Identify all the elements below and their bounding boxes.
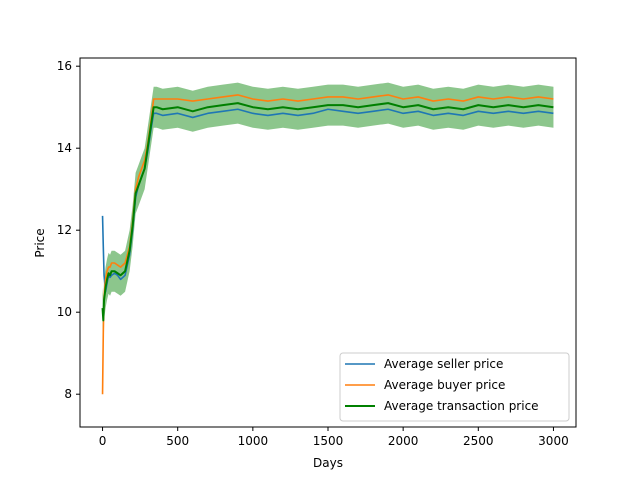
- transaction-price-band: [102, 82, 554, 341]
- x-axis-label: Days: [313, 456, 343, 470]
- legend-label-1: Average buyer price: [384, 378, 505, 392]
- series-lines: [101, 94, 554, 395]
- x-axis-ticks: 0 500 1000 1500 2000 2500 3000: [99, 427, 569, 448]
- y-tick-label: 10: [57, 305, 72, 319]
- y-axis-ticks: 8 10 12 14 16: [57, 59, 80, 401]
- x-tick-label: 500: [166, 434, 189, 448]
- x-tick-label: 2500: [463, 434, 494, 448]
- series-line-0: [101, 108, 554, 293]
- legend-label-2: Average transaction price: [384, 399, 539, 413]
- series-line-1: [101, 94, 554, 395]
- legend-label-0: Average seller price: [384, 357, 503, 371]
- legend-box: [339, 352, 570, 422]
- y-tick-label: 8: [64, 387, 72, 401]
- series-line-2: [101, 102, 554, 322]
- y-tick-label: 12: [57, 223, 72, 237]
- x-tick-label: 2000: [388, 434, 419, 448]
- x-tick-label: 3000: [538, 434, 569, 448]
- x-tick-label: 0: [99, 434, 107, 448]
- series-band-2: [102, 82, 554, 341]
- y-tick-label: 14: [57, 141, 72, 155]
- x-tick-label: 1500: [313, 434, 344, 448]
- y-tick-label: 16: [57, 59, 72, 73]
- x-tick-label: 1000: [238, 434, 269, 448]
- legend: Average seller price Average buyer price A…: [339, 352, 570, 422]
- y-axis-label: Price: [33, 228, 47, 257]
